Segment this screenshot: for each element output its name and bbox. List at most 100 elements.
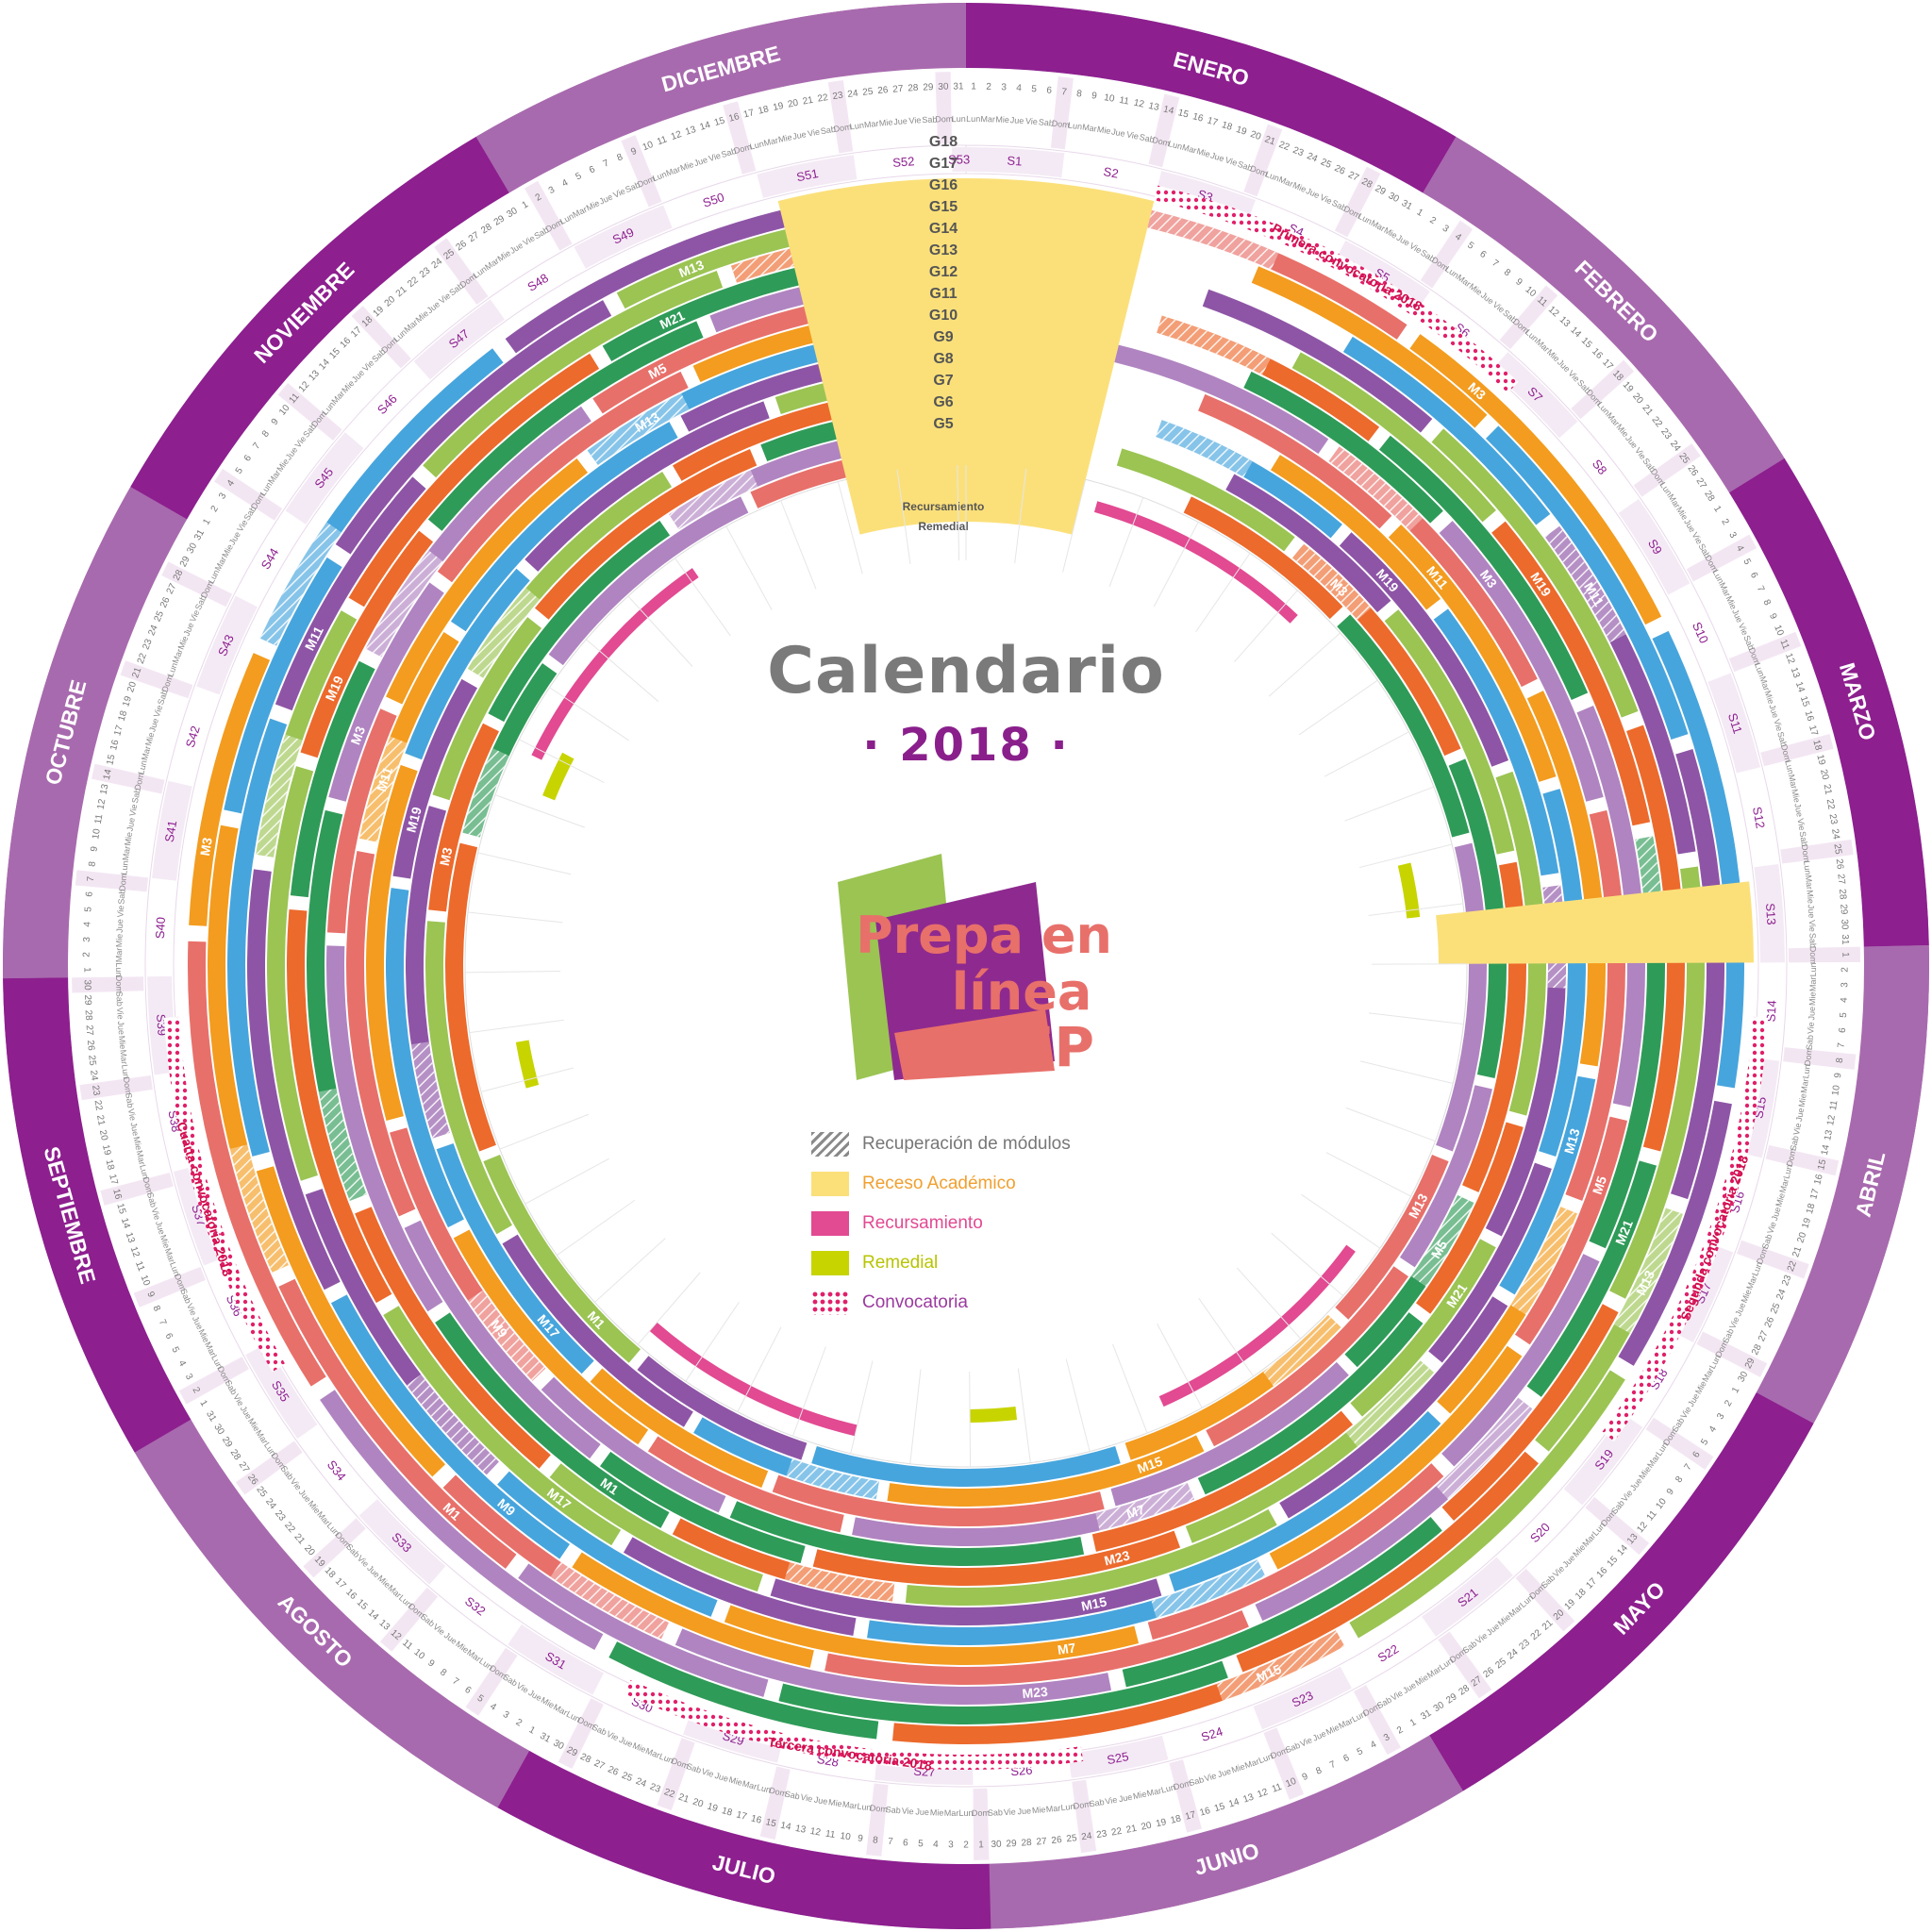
- day-number: 3: [217, 491, 229, 501]
- group-label: G12: [929, 264, 958, 280]
- week-grid-line: [685, 1302, 740, 1382]
- weekday-name: Mar: [762, 135, 778, 147]
- day-number: 29: [1838, 904, 1849, 915]
- weekday-name: Vie: [188, 608, 201, 624]
- day-number: 25: [153, 609, 167, 624]
- day-number: 31: [1419, 1707, 1434, 1722]
- day-number: 24: [1081, 1831, 1093, 1842]
- recursamiento-arc: [649, 1322, 858, 1437]
- sunday-cell: [1760, 733, 1834, 767]
- week-label: S52: [892, 154, 915, 170]
- day-number: 9: [270, 416, 281, 427]
- module-arc: [675, 1628, 1111, 1705]
- day-number: 28: [172, 568, 186, 582]
- week-grid-line: [737, 1326, 782, 1412]
- day-number: 23: [90, 1085, 102, 1097]
- module-arc: [616, 226, 802, 309]
- group-label: G13: [929, 242, 958, 258]
- module-arc: [637, 1356, 808, 1460]
- month-segment: [497, 1750, 991, 1929]
- module-arc: [518, 1563, 769, 1697]
- module-arc: [355, 1207, 551, 1469]
- recovery-hatch: [359, 736, 408, 842]
- day-number: 14: [699, 120, 712, 133]
- weekday-name: Sab: [988, 1807, 1003, 1818]
- weekday-name: Mie: [123, 831, 134, 846]
- module-arc: [1291, 352, 1496, 523]
- day-number: 11: [1271, 1782, 1284, 1795]
- weekday-name: Lun: [1060, 1802, 1075, 1813]
- module-label: M13: [1561, 1126, 1583, 1156]
- day-number: 15: [1176, 108, 1190, 121]
- weekday-name: Jue: [1017, 1806, 1031, 1816]
- day-number: 19: [1814, 754, 1826, 767]
- recursamiento-arc: [531, 568, 699, 760]
- prepa-en-linea-logo: Prepa en línea SEP: [838, 854, 1112, 1080]
- module-arc: [1441, 1254, 1600, 1467]
- weekday-name: Lun: [1068, 121, 1083, 132]
- legend-label: Receso Académico: [862, 1174, 1016, 1194]
- weekday-name: Jue: [1209, 151, 1225, 164]
- module-arc: [278, 1278, 517, 1569]
- recovery-hatch: [1151, 1559, 1266, 1619]
- weekday-name: Dom: [114, 975, 124, 993]
- week-label: S14: [1764, 1000, 1779, 1023]
- day-number: 8: [873, 1835, 879, 1846]
- week-cell: [285, 432, 364, 525]
- sunday-cell: [524, 180, 573, 251]
- day-number: 8: [1835, 1057, 1846, 1063]
- recovery-hatch: [1157, 315, 1271, 375]
- day-number: 11: [1777, 638, 1790, 651]
- weekday-name: Lun: [1160, 1782, 1176, 1794]
- weekday-name: Jue: [1118, 1792, 1133, 1805]
- weekday-name: Mie: [1790, 788, 1802, 803]
- day-number: 29: [1006, 1839, 1017, 1850]
- weekday-name: Mie: [777, 132, 792, 144]
- weekday-name: Jue: [116, 1021, 126, 1035]
- module-arc: [1415, 1122, 1524, 1314]
- week-label: S53: [948, 152, 970, 166]
- module-arc: [226, 718, 288, 1157]
- module-arc: [428, 723, 499, 912]
- sunday-cell: [973, 1788, 990, 1860]
- weekday-name: Dom: [733, 142, 753, 156]
- day-number: 23: [832, 91, 844, 103]
- day-number: 12: [670, 129, 684, 142]
- weekday-name: Lun: [966, 114, 980, 124]
- weekday-name: Dom: [972, 1808, 990, 1818]
- day-number: 3: [82, 937, 92, 942]
- module-arc: [750, 458, 855, 508]
- weekday-name: Vie: [1004, 1807, 1016, 1817]
- module-arc: [256, 1166, 446, 1477]
- weekday-name: Dom: [1803, 1047, 1814, 1066]
- day-number: 30: [1387, 191, 1401, 205]
- day-number: 2: [534, 192, 544, 204]
- module-arc: [1110, 1361, 1349, 1507]
- sunday-cell: [161, 561, 233, 608]
- weekday-name: Mie: [158, 1234, 172, 1250]
- weekday-name: Vie: [115, 1008, 125, 1020]
- recovery-hatch: [1345, 1360, 1434, 1447]
- module-arc: [385, 888, 464, 1228]
- weekday-name: Dom: [141, 1176, 155, 1196]
- weekday-name: Dom: [1173, 1778, 1192, 1792]
- group-label: G6: [933, 394, 953, 410]
- sunday-cell: [1783, 1047, 1857, 1070]
- day-number: 26: [1051, 1835, 1063, 1846]
- weekday-name: Lun: [1167, 139, 1183, 151]
- day-number: 7: [450, 1676, 460, 1688]
- day-number: 10: [1103, 92, 1115, 105]
- module-arc: [772, 1474, 1105, 1526]
- module-label: M11: [374, 765, 395, 793]
- sunday-cell: [1571, 359, 1635, 420]
- day-number: 4: [1707, 1424, 1720, 1435]
- weekday-name: Dom: [1051, 119, 1070, 130]
- day-number: 14: [102, 768, 114, 781]
- day-number: 31: [192, 527, 207, 541]
- module-arc: [774, 380, 838, 415]
- day-number: 4: [488, 1701, 498, 1713]
- module-arc: [1292, 543, 1461, 757]
- weekday-name: Mar: [741, 1778, 758, 1791]
- day-number: 23: [141, 638, 154, 652]
- day-number: 21: [130, 666, 143, 680]
